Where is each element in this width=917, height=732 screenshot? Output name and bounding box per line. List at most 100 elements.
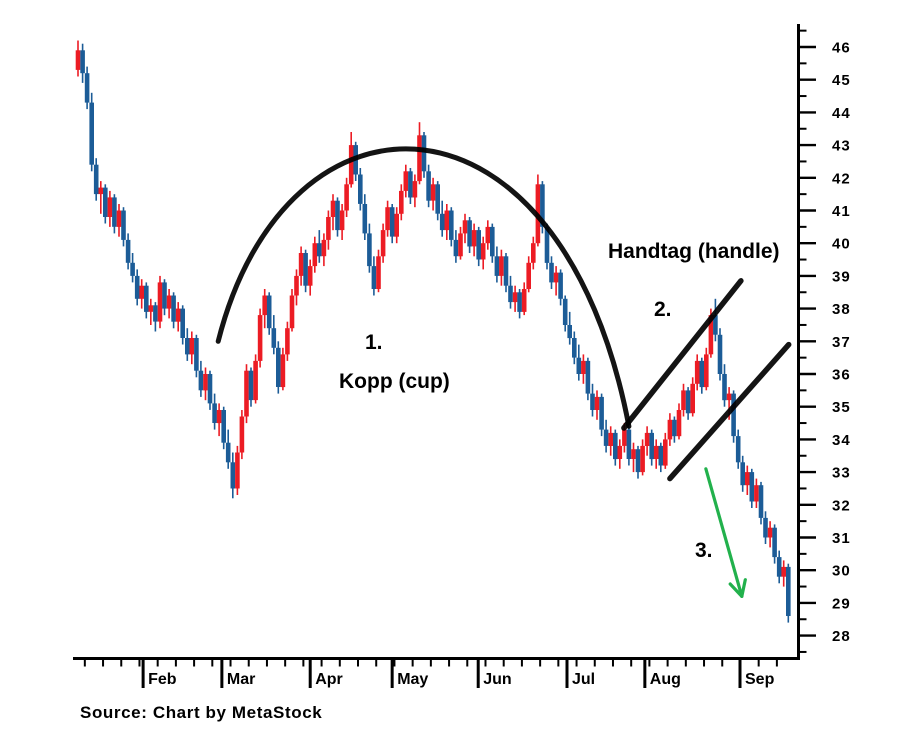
candle (517, 289, 522, 319)
candle (735, 429, 741, 469)
breakdown-arrow (704, 467, 747, 598)
candle (225, 429, 231, 469)
candle (681, 383, 686, 417)
candle (307, 259, 313, 296)
y-axis-label: 37 (832, 334, 851, 351)
candle (453, 230, 459, 263)
candle (490, 223, 495, 263)
candle (84, 66, 90, 110)
candle (590, 383, 595, 417)
cup-label: Kopp (cup) (339, 370, 450, 393)
candle (216, 403, 222, 437)
candle (658, 442, 664, 473)
candle (417, 122, 422, 185)
candle (80, 43, 85, 83)
candle (139, 279, 144, 309)
candle (430, 177, 436, 211)
candle (330, 194, 336, 231)
handle-number-label: 2. (654, 298, 672, 321)
candle (467, 217, 472, 253)
y-axis-label: 29 (832, 595, 851, 612)
cup-arc-annotation (215, 146, 632, 429)
candle (685, 387, 691, 420)
candle (421, 132, 427, 178)
candle (403, 164, 409, 198)
candle (508, 275, 513, 309)
candle (148, 298, 154, 325)
candle (207, 370, 213, 410)
candle (399, 184, 404, 221)
candle (107, 190, 113, 227)
candle (581, 354, 586, 384)
candle (694, 354, 700, 391)
candle (203, 367, 208, 401)
y-axis-label: 43 (832, 138, 851, 155)
candle (640, 439, 645, 476)
candle (754, 478, 759, 508)
candle (426, 164, 431, 208)
candle (367, 223, 372, 273)
candle (717, 328, 723, 381)
candle (166, 289, 172, 319)
y-axis-label: 31 (832, 530, 851, 547)
candle (303, 249, 308, 293)
candle (749, 468, 755, 508)
y-axis-label: 28 (832, 628, 851, 645)
candle (144, 282, 149, 319)
candle (503, 253, 509, 293)
candle (558, 269, 563, 306)
candle (134, 269, 140, 306)
candle (535, 174, 541, 247)
candle (317, 230, 322, 263)
candle (786, 563, 791, 623)
candle (253, 354, 258, 404)
candle (458, 226, 463, 260)
candle (763, 511, 768, 544)
candle (521, 282, 527, 316)
candle (194, 334, 199, 378)
candle (613, 429, 618, 466)
candle (699, 357, 705, 394)
y-axis: 46 45 44 43 42 41 40 39 38 37 36 35 34 33 32 31 30 29 28 (797, 24, 851, 660)
x-axis-month-label: Jun (483, 671, 511, 688)
candle (180, 305, 185, 345)
candle (544, 223, 550, 270)
candle (171, 292, 176, 329)
handle-upper-trendline (621, 278, 744, 431)
candle (572, 331, 577, 365)
candle (389, 204, 395, 244)
candle (608, 426, 613, 456)
candle (553, 266, 559, 296)
candle (713, 298, 718, 342)
candle (540, 181, 545, 234)
candle (312, 236, 318, 273)
candle (116, 204, 122, 237)
cup-number-label: 1. (365, 331, 383, 354)
candle (635, 445, 641, 479)
x-axis-month-label: Feb (148, 671, 177, 688)
candle (385, 200, 390, 237)
candle (476, 226, 481, 267)
candle (622, 423, 627, 453)
candle (326, 210, 331, 250)
candle (644, 426, 650, 456)
candle (603, 419, 609, 453)
candle (335, 197, 340, 237)
candle (444, 204, 450, 240)
candle (731, 390, 736, 443)
candle (248, 367, 254, 407)
candle (726, 387, 732, 420)
candle (230, 452, 236, 499)
candle (321, 233, 327, 267)
candle (235, 445, 240, 495)
candle (376, 249, 381, 293)
y-axis-label: 34 (832, 432, 851, 449)
candle (175, 302, 181, 332)
candle (157, 275, 163, 329)
candle (394, 207, 399, 244)
candle (531, 236, 536, 270)
candle (567, 311, 572, 345)
candle (98, 181, 104, 214)
